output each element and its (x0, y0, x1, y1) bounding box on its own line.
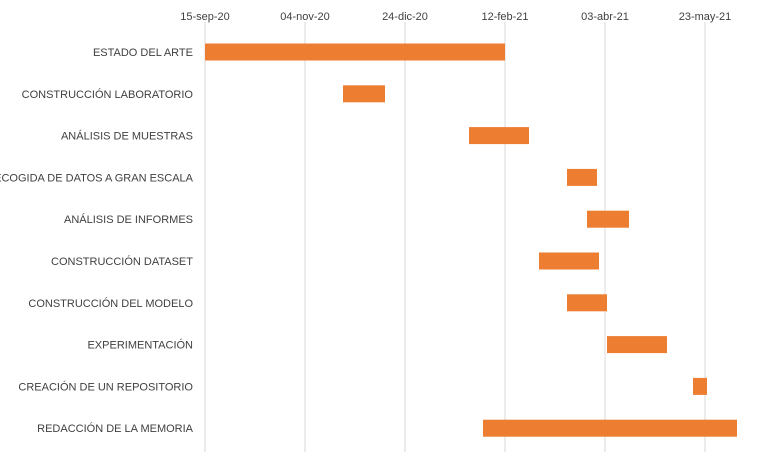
task-bar (607, 336, 667, 354)
task-bar (483, 419, 737, 437)
task-label: CONSTRUCCIÓN DATASET (51, 255, 193, 268)
x-tick-label: 03-abr-21 (581, 11, 629, 23)
task-bar (205, 43, 505, 61)
task-label: RECOGIDA DE DATOS A GRAN ESCALA (0, 172, 194, 184)
task-label: EXPERIMENTACIÓN (87, 339, 193, 352)
task-label: CONSTRUCCIÓN LABORATORIO (22, 88, 194, 101)
task-label: ANÁLISIS DE INFORMES (64, 213, 193, 226)
task-label: CREACIÓN DE UN REPOSITORIO (18, 380, 193, 393)
x-tick-label: 12-feb-21 (481, 11, 528, 23)
x-tick-label: 23-may-21 (679, 11, 732, 23)
task-bar (539, 252, 599, 270)
task-label: ANÁLISIS DE MUESTRAS (61, 130, 193, 143)
gridlines (204, 22, 706, 452)
task-bar (693, 377, 707, 395)
task-bar (587, 210, 629, 228)
x-tick-label: 04-nov-20 (280, 11, 330, 23)
task-bar (343, 85, 385, 103)
task-bar (567, 294, 607, 312)
task-bars (205, 43, 737, 437)
task-label: ESTADO DEL ARTE (93, 47, 193, 59)
task-label: CONSTRUCCIÓN DEL MODELO (28, 297, 193, 310)
x-tick-label: 15-sep-20 (180, 11, 230, 23)
task-bar (469, 127, 529, 145)
x-axis-tick-labels: 15-sep-20 04-nov-20 24-dic-20 12-feb-21 03-a… (180, 11, 731, 23)
x-tick-label: 24-dic-20 (382, 11, 428, 23)
task-bar (567, 168, 597, 186)
task-labels: ESTADO DEL ARTE CONSTRUCCIÓN LABORATORIO A… (0, 47, 194, 435)
task-label: REDACCIÓN DE LA MEMORIA (37, 422, 194, 435)
